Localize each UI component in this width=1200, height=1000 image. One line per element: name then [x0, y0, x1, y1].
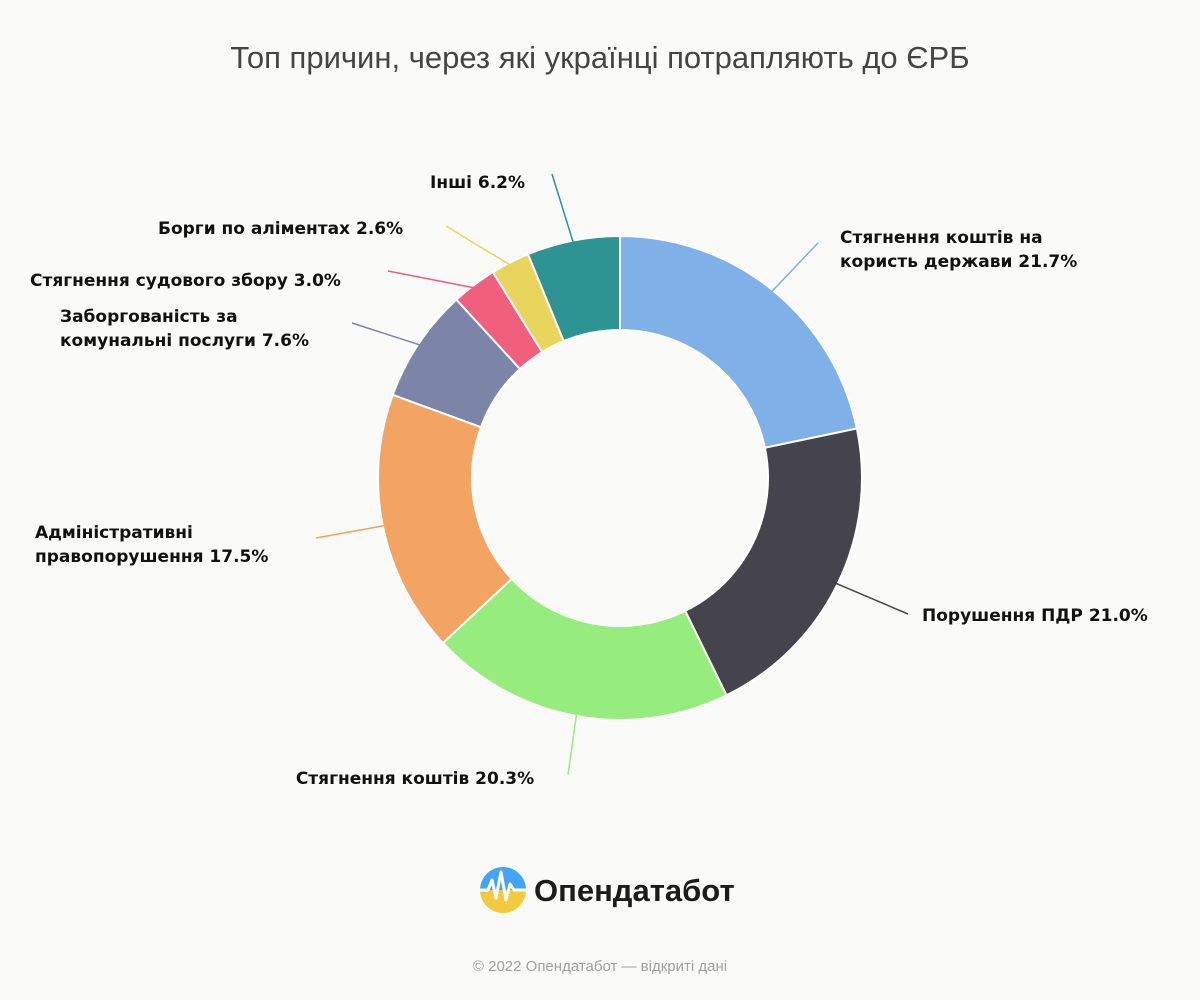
pie-slice	[526, 234, 621, 343]
slice-data-label-line: комунальні послуги 7.6%	[60, 331, 309, 351]
slice-data-label-line: користь держави 21.7%	[840, 252, 1077, 272]
slice-data-label-line: Заборгованість за	[60, 307, 238, 327]
label-connector	[387, 270, 477, 289]
slice-data-label-line: Інші 6.2%	[430, 173, 525, 193]
slice-data-label: Заборгованість за комунальні послуги 7.6%	[60, 307, 309, 351]
slice-data-label: Інші 6.2%	[430, 173, 525, 193]
slice-data-label-line: Борги по аліментах 2.6%	[158, 219, 403, 239]
label-connector	[833, 581, 909, 615]
slice-data-label: Стягнення судового збору 3.0%	[30, 271, 341, 291]
slice-data-label-line: Адміністративні	[35, 523, 193, 543]
slice-data-label: Порушення ПДР 21.0%	[922, 606, 1148, 626]
pie-slice	[441, 577, 728, 721]
brand-logo: Опендатабот	[480, 867, 735, 913]
slice-data-label: Адміністративні правопорушення 17.5%	[35, 523, 268, 567]
label-connector	[551, 173, 575, 245]
slice-data-label: Стягнення коштів на користь держави 21.7%	[840, 228, 1077, 272]
label-connector	[445, 225, 513, 267]
label-connector	[315, 524, 387, 539]
slice-data-label-line: Стягнення коштів 20.3%	[296, 769, 534, 789]
pie-slices	[377, 234, 863, 721]
label-connector	[769, 242, 819, 294]
pie-slice	[619, 234, 859, 449]
label-connectors	[315, 173, 909, 776]
slice-data-label: Стягнення коштів 20.3%	[296, 769, 534, 789]
slice-labels: Стягнення коштів на користь держави 21.7%…	[30, 173, 1148, 789]
pie-slice	[683, 427, 863, 697]
chart-title: Топ причин, через які українці потрапляю…	[230, 40, 969, 75]
brand-name: Опендатабот	[534, 873, 735, 908]
slice-data-label-line: Стягнення коштів на	[840, 228, 1043, 248]
slice-data-label-line: Порушення ПДР 21.0%	[922, 606, 1148, 626]
slice-data-label-line: Стягнення судового збору 3.0%	[30, 271, 341, 291]
slice-data-label-line: правопорушення 17.5%	[35, 547, 268, 567]
footer-copyright: © 2022 Опендатабот — відкриті дані	[473, 958, 727, 975]
label-connector	[567, 711, 578, 776]
slice-data-label: Борги по аліментах 2.6%	[158, 219, 403, 239]
opendatabot-logo-icon	[480, 867, 526, 913]
label-connector	[351, 322, 423, 347]
